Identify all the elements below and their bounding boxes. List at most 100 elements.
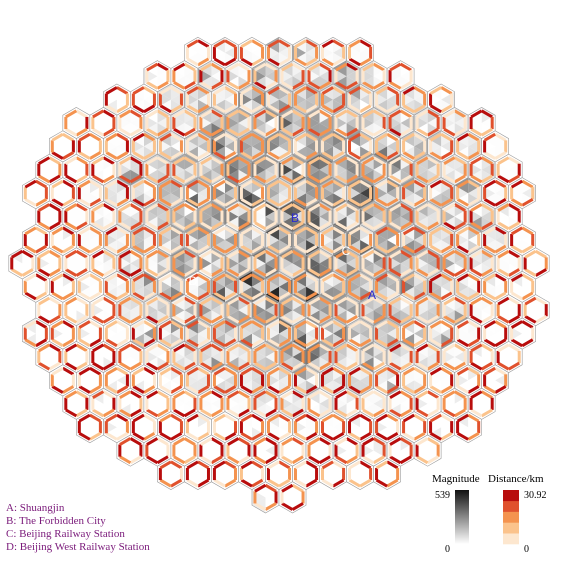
hex-distance-edge xyxy=(62,132,75,142)
hex-distance-edge xyxy=(48,268,61,277)
hex-distance-edge xyxy=(372,221,385,231)
hex-distance-edge xyxy=(105,151,118,160)
hex-distance-edge xyxy=(386,104,399,114)
hex-cell xyxy=(481,177,509,210)
hex-distance-edge xyxy=(48,203,61,212)
hex-distance-edge xyxy=(470,174,483,184)
hex-cell xyxy=(373,83,401,116)
hex-distance-edge xyxy=(119,268,132,277)
hex-distance-edge xyxy=(62,226,75,236)
hex-distance-edge xyxy=(389,203,402,212)
hex-distance-edge xyxy=(399,249,412,259)
hex-distance-edge xyxy=(389,62,402,72)
hex-distance-edge xyxy=(386,197,399,207)
hex-distance-edge xyxy=(497,249,510,259)
hex-distance-edge xyxy=(362,268,375,277)
hex-distance-edge xyxy=(494,197,507,207)
hex-cell xyxy=(197,153,226,186)
hex-distance-edge xyxy=(92,249,105,259)
hex-distance-edge xyxy=(510,179,523,189)
hex-distance-edge xyxy=(281,109,294,119)
hex-distance-edge xyxy=(210,203,223,212)
hex-distance-edge xyxy=(440,132,453,142)
hex-distance-edge xyxy=(105,244,118,254)
hex-distance-edge xyxy=(264,203,277,212)
hex-distance-edge xyxy=(24,197,37,207)
hex-cell xyxy=(278,247,307,280)
hex-distance-edge xyxy=(267,197,280,207)
hex-distance-edge xyxy=(507,268,520,277)
hex-distance-edge xyxy=(267,39,280,49)
hex-distance-edge xyxy=(267,226,280,236)
hex-cell xyxy=(184,130,212,163)
hex-cell xyxy=(35,200,64,233)
hex-distance-edge xyxy=(443,268,456,277)
hex-distance-edge xyxy=(426,221,439,231)
hex-cell xyxy=(103,83,131,116)
hex-cell xyxy=(76,224,104,256)
hex-distance-edge xyxy=(399,268,412,277)
hex-cell xyxy=(319,224,347,256)
hex-distance-edge xyxy=(359,226,372,236)
hex-distance-edge xyxy=(186,132,199,142)
hex-distance-edge xyxy=(48,156,61,166)
hex-distance-edge xyxy=(453,249,466,259)
hex-distance-edge xyxy=(497,221,510,231)
hex-distance-edge xyxy=(143,104,156,114)
hex-distance-edge xyxy=(470,109,483,119)
hex-distance-edge xyxy=(456,226,469,236)
hex-cell xyxy=(211,224,239,256)
hex-distance-edge xyxy=(200,62,213,72)
hex-distance-edge xyxy=(399,203,412,212)
hex-distance-edge xyxy=(318,156,331,166)
hex-cell xyxy=(467,153,496,186)
hex-distance-edge xyxy=(65,127,78,137)
hex-distance-edge xyxy=(345,174,358,184)
hex-distance-edge xyxy=(146,203,159,212)
hex-distance-edge xyxy=(440,86,453,95)
hex-cell xyxy=(292,36,320,69)
hex-cell xyxy=(373,130,401,163)
hex-distance-edge xyxy=(426,156,439,166)
hex-distance-edge xyxy=(494,151,507,160)
hex-distance-edge xyxy=(429,104,442,114)
hex-distance-edge xyxy=(372,156,385,166)
hex-distance-edge xyxy=(294,151,307,160)
hex-cell xyxy=(170,200,199,233)
hex-distance-edge xyxy=(159,132,172,142)
hex-distance-edge xyxy=(173,62,186,72)
hex-distance-edge xyxy=(413,197,426,207)
hex-distance-edge xyxy=(375,151,388,160)
hex-cell xyxy=(170,60,199,93)
hex-distance-edge xyxy=(132,244,145,254)
hex-distance-edge xyxy=(359,151,372,160)
hex-distance-edge xyxy=(278,86,291,95)
hex-distance-edge xyxy=(251,197,264,207)
hex-distance-edge xyxy=(470,268,483,277)
hex-distance-edge xyxy=(183,203,196,212)
hex-distance-edge xyxy=(159,151,172,160)
marker-c: C xyxy=(342,244,351,258)
hex-distance-edge xyxy=(227,80,240,90)
hex-cell xyxy=(265,177,293,210)
distance-swatch xyxy=(503,511,519,523)
hex-distance-edge xyxy=(51,151,64,160)
hex-distance-edge xyxy=(453,174,466,184)
hex-distance-edge xyxy=(507,221,520,231)
hex-distance-edge xyxy=(173,80,186,90)
hex-distance-edge xyxy=(291,203,304,212)
hex-distance-edge xyxy=(413,151,426,160)
hex-distance-edge xyxy=(267,86,280,95)
hex-distance-edge xyxy=(38,221,51,231)
hex-distance-edge xyxy=(210,268,223,277)
hex-distance-edge xyxy=(332,39,345,49)
hex-distance-edge xyxy=(456,132,469,142)
hex-distance-edge xyxy=(78,226,91,236)
hex-distance-edge xyxy=(65,174,78,184)
hex-distance-edge xyxy=(389,221,402,231)
hex-distance-edge xyxy=(335,62,348,72)
hex-distance-edge xyxy=(213,57,226,67)
distance-swatch xyxy=(503,490,519,502)
hex-distance-edge xyxy=(240,132,253,142)
